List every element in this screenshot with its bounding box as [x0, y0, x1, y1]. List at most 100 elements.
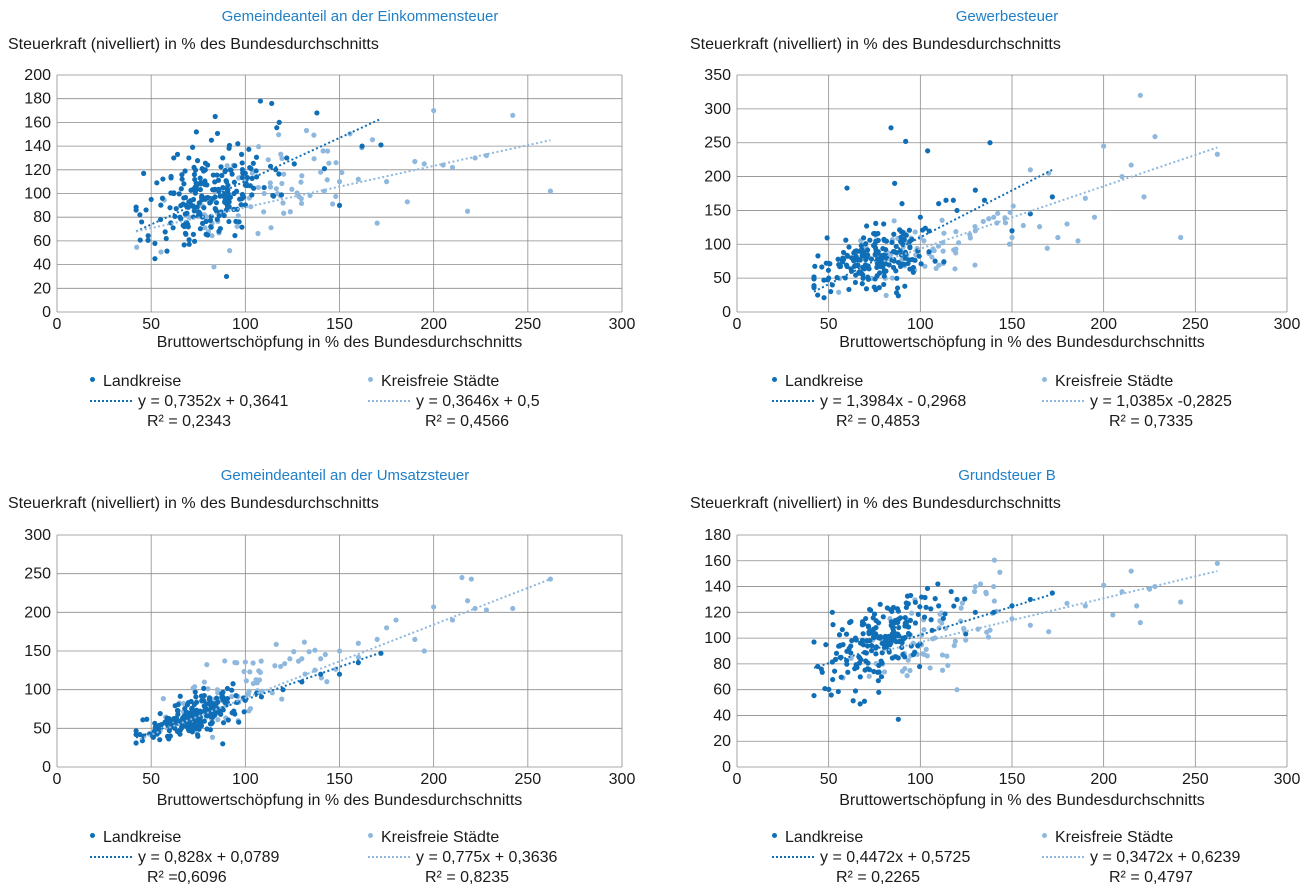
data-point	[210, 172, 216, 178]
data-point	[152, 256, 158, 262]
data-point	[176, 191, 182, 197]
data-point	[835, 688, 841, 695]
data-point	[311, 156, 317, 162]
data-point	[209, 710, 215, 717]
data-point	[952, 638, 958, 644]
data-point	[233, 188, 240, 194]
data-point	[204, 726, 210, 732]
y-tick-label: 100	[704, 630, 731, 647]
data-point	[547, 188, 554, 194]
data-point	[257, 669, 263, 675]
y-tick-label: 60	[33, 233, 51, 250]
y-axis-label: Steuerkraft (nivelliert) in % des Bundes…	[690, 36, 1061, 53]
data-point	[939, 667, 946, 673]
data-point	[324, 148, 331, 154]
data-point	[829, 609, 835, 615]
data-point	[819, 669, 825, 675]
data-point	[274, 125, 280, 131]
legend-item-landkreise: Landkreise	[772, 828, 863, 847]
data-point	[865, 660, 871, 666]
data-point	[241, 194, 247, 200]
data-point	[852, 279, 859, 286]
data-point	[915, 643, 921, 649]
data-point	[210, 195, 216, 202]
data-point	[224, 163, 230, 169]
y-tick-label: 160	[24, 114, 51, 131]
data-point	[1082, 603, 1088, 609]
data-point	[279, 696, 285, 702]
data-point	[944, 653, 950, 659]
data-point	[904, 673, 910, 679]
data-point	[892, 180, 898, 186]
data-point	[1009, 228, 1015, 234]
data-point	[168, 190, 174, 196]
data-point	[863, 286, 870, 292]
data-point	[183, 709, 189, 715]
data-point	[847, 619, 853, 626]
data-point	[875, 620, 882, 626]
trendline-label-landkreise: y = 0,828x + 0,0789	[90, 848, 279, 867]
data-point	[854, 664, 860, 671]
data-point	[277, 663, 284, 670]
data-point	[883, 636, 889, 643]
data-point	[170, 225, 176, 231]
data-point	[160, 696, 166, 702]
data-point	[821, 277, 827, 283]
y-tick-label: 250	[704, 135, 731, 152]
data-point	[984, 629, 990, 635]
data-point	[941, 230, 947, 236]
data-point	[143, 207, 149, 213]
data-point	[244, 174, 251, 181]
data-point	[298, 200, 305, 207]
data-point	[215, 177, 222, 183]
data-point	[182, 168, 188, 174]
data-point	[193, 694, 199, 700]
data-point	[459, 574, 465, 581]
data-point	[930, 246, 936, 252]
data-point	[183, 202, 189, 208]
data-point	[322, 651, 328, 658]
data-point	[230, 681, 236, 687]
chart-title: Gemeindeanteil an der Einkommensteuer	[221, 8, 499, 25]
data-point	[852, 248, 858, 254]
data-point	[902, 615, 908, 621]
data-point	[145, 233, 151, 239]
data-point	[247, 705, 254, 712]
x-tick-label: 250	[514, 316, 541, 333]
data-point	[868, 607, 874, 614]
data-point	[972, 223, 978, 230]
data-point	[312, 647, 318, 653]
data-point	[939, 217, 945, 223]
data-point	[892, 619, 898, 626]
data-point	[866, 631, 872, 637]
data-point	[842, 275, 848, 281]
r2-label-landkreise: R² =0,6096	[147, 869, 227, 886]
data-point	[871, 284, 877, 290]
data-point	[247, 669, 253, 675]
data-point	[215, 717, 221, 723]
data-point	[185, 725, 191, 731]
data-point	[212, 113, 218, 120]
x-tick-label: 0	[733, 316, 742, 333]
data-point	[242, 659, 248, 665]
data-point	[929, 254, 935, 260]
data-point	[939, 620, 945, 626]
data-point	[232, 711, 238, 717]
data-point	[164, 248, 170, 254]
data-point	[192, 184, 198, 190]
y-tick-label: 200	[704, 169, 731, 186]
data-point	[207, 721, 214, 727]
x-tick-label: 100	[232, 771, 259, 788]
data-point	[383, 179, 390, 185]
data-point	[870, 634, 877, 640]
y-tick-label: 60	[713, 682, 731, 699]
data-point	[168, 175, 174, 181]
y-tick-label: 100	[24, 186, 51, 203]
y-tick-label: 20	[33, 280, 51, 297]
data-point	[236, 219, 242, 225]
data-point	[301, 639, 307, 645]
data-point	[894, 275, 900, 281]
data-point	[464, 598, 471, 604]
data-point	[261, 184, 267, 191]
data-point	[840, 249, 847, 256]
